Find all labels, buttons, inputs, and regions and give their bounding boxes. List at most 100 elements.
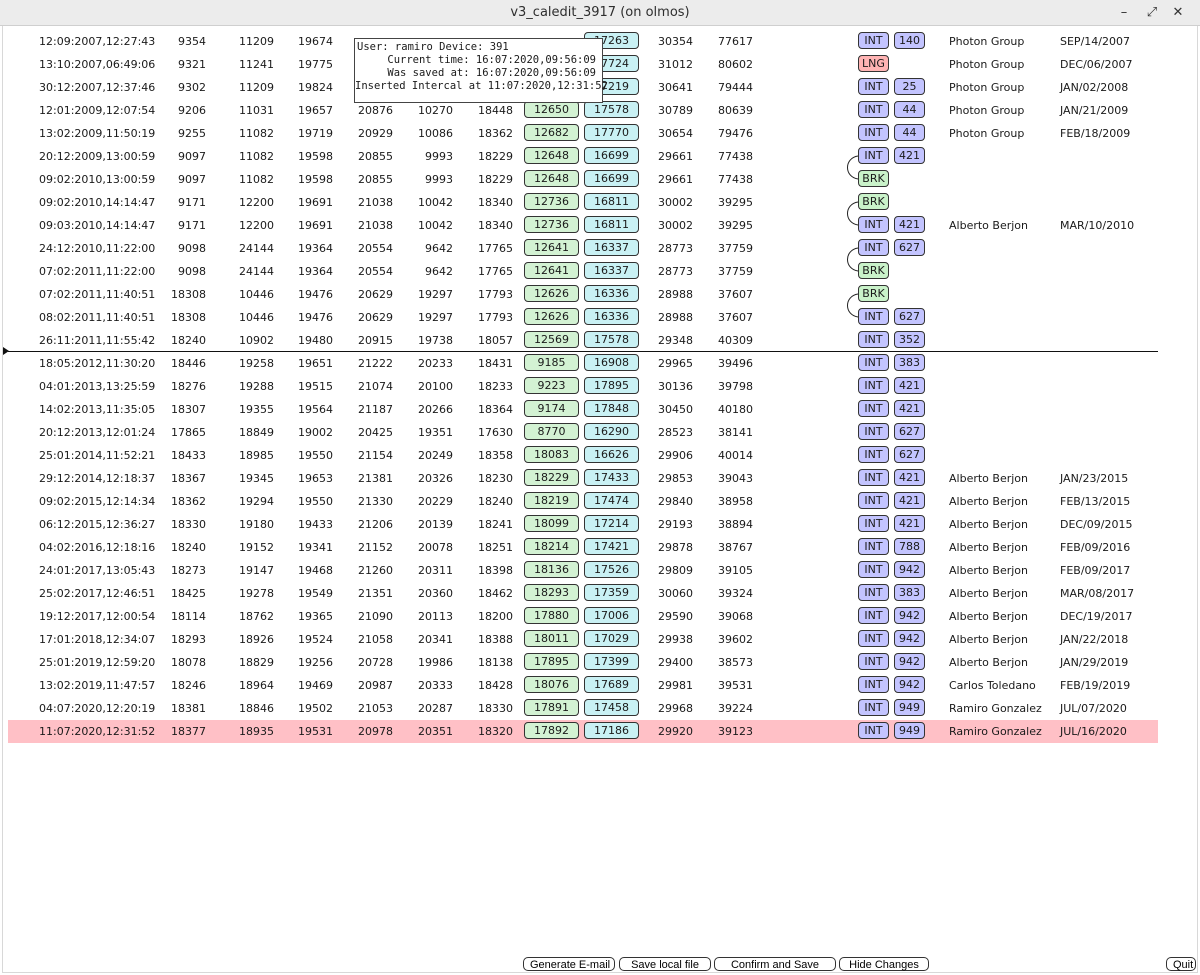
table-row[interactable]: 20:12:2009,13:00:59 9097 11082 19598 20855 99… [8,145,1158,168]
row-type-tag[interactable]: INT [858,699,889,716]
row-type-tag[interactable]: INT [858,377,889,394]
table-row[interactable]: 12:09:2007,12:27:43 9354 11209 19674 30354 77… [8,30,1158,53]
row-type-tag[interactable]: INT [858,216,889,233]
table-row[interactable]: 13:02:2019,11:47:57 18246 18964 19469 20987 2… [8,674,1158,697]
row-cyan-cell: 17526 [584,561,639,578]
table-row[interactable]: 20:12:2013,12:01:24 17865 18849 19002 20425 1… [8,421,1158,444]
row-value-e: 9993 [425,150,453,163]
row-value-f: 17793 [478,311,513,324]
table-row[interactable]: 18:05:2012,11:30:20 18446 19258 19651 21222 2… [8,352,1158,375]
row-type-tag[interactable]: INT [858,423,889,440]
table-row[interactable]: 04:07:2020,12:20:19 18381 18846 19502 21053 2… [8,697,1158,720]
row-type-tag[interactable]: INT [858,101,889,118]
table-row[interactable]: 09:02:2010,13:00:59 9097 11082 19598 20855 99… [8,168,1158,191]
table-row[interactable]: 24:01:2017,13:05:43 18273 19147 19468 21260 2… [8,559,1158,582]
row-type-tag[interactable]: INT [858,147,889,164]
row-value-f: 17630 [478,426,513,439]
table-row[interactable]: 13:10:2007,06:49:06 9321 11241 19775 31012 80… [8,53,1158,76]
row-user: Ramiro Gonzalez [949,725,1042,738]
row-value-j: 37607 [718,288,753,301]
close-icon[interactable]: ✕ [1172,5,1184,20]
row-type-tag[interactable]: BRK [858,193,889,210]
row-type-tag[interactable]: INT [858,446,889,463]
table-row[interactable]: 26:11:2011,11:55:42 18240 10902 19480 20915 1… [8,329,1158,352]
row-type-tag[interactable]: INT [858,584,889,601]
row-type-tag[interactable]: BRK [858,170,889,187]
table-row[interactable]: 04:02:2016,12:18:16 18240 19152 19341 21152 2… [8,536,1158,559]
row-type-tag[interactable]: INT [858,32,889,49]
maximize-icon[interactable]: ⤢ [1146,5,1158,20]
table-row[interactable]: 25:01:2019,12:59:20 18078 18829 19256 20728 1… [8,651,1158,674]
hide-changes-button[interactable]: Hide Changes [839,957,929,971]
table-row[interactable]: 06:12:2015,12:36:27 18330 19180 19433 21206 2… [8,513,1158,536]
row-value-j: 79444 [718,81,753,94]
row-type-tag[interactable]: INT [858,676,889,693]
row-type-tag[interactable]: BRK [858,262,889,279]
row-value-b: 24144 [239,265,274,278]
row-type-tag[interactable]: INT [858,400,889,417]
row-value-c: 19564 [298,403,333,416]
table-row[interactable]: 07:02:2011,11:22:00 9098 24144 19364 20554 96… [8,260,1158,283]
row-cyan-cell: 17214 [584,515,639,532]
table-row[interactable]: 25:01:2014,11:52:21 18433 18985 19550 21154 2… [8,444,1158,467]
row-type-tag[interactable]: INT [858,331,889,348]
row-cyan-cell: 17458 [584,699,639,716]
row-value-e: 9993 [425,173,453,186]
row-value-j: 40309 [718,334,753,347]
row-value-d: 21154 [358,449,393,462]
row-type-tag[interactable]: BRK [858,285,889,302]
table-row[interactable]: 14:02:2013,11:35:05 18307 19355 19564 21187 2… [8,398,1158,421]
table-row[interactable]: 09:03:2010,14:14:47 9171 12200 19691 21038 10… [8,214,1158,237]
table-row[interactable]: 09:02:2010,14:14:47 9171 12200 19691 21038 10… [8,191,1158,214]
table-row[interactable]: 09:02:2015,12:14:34 18362 19294 19550 21330 2… [8,490,1158,513]
table-row[interactable]: 24:12:2010,11:22:00 9098 24144 19364 20554 96… [8,237,1158,260]
minimize-icon[interactable]: – [1120,5,1128,20]
table-row[interactable]: 17:01:2018,12:34:07 18293 18926 19524 21058 2… [8,628,1158,651]
row-type-tag[interactable]: INT [858,630,889,647]
confirm-and-save-button[interactable]: Confirm and Save [714,957,836,971]
table-row[interactable]: 08:02:2011,11:40:51 18308 10446 19476 20629 1… [8,306,1158,329]
row-value-a: 18114 [171,610,206,623]
row-type-tag[interactable]: INT [858,653,889,670]
row-cyan-cell: 16336 [584,308,639,325]
row-timestamp: 18:05:2012,11:30:20 [39,357,156,370]
row-type-tag[interactable]: INT [858,78,889,95]
row-green-cell: 18099 [524,515,579,532]
row-value-i: 29661 [658,173,693,186]
row-value-f: 18240 [478,495,513,508]
row-value-f: 18233 [478,380,513,393]
row-user: Carlos Toledano [949,679,1036,692]
table-row[interactable]: 25:02:2017,12:46:51 18425 19278 19549 21351 2… [8,582,1158,605]
row-type-tag[interactable]: INT [858,492,889,509]
row-type-tag[interactable]: INT [858,354,889,371]
row-type-tag[interactable]: INT [858,538,889,555]
row-type-tag[interactable]: INT [858,469,889,486]
save-local-file-button[interactable]: Save local file [619,957,711,971]
row-green-cell: 17892 [524,722,579,739]
table-row[interactable]: 13:02:2009,11:50:19 9255 11082 19719 20929 10… [8,122,1158,145]
generate-email-button[interactable]: Generate E-mail [523,957,615,971]
row-type-tag[interactable]: LNG [858,55,889,72]
table-row[interactable]: 04:01:2013,13:25:59 18276 19288 19515 21074 2… [8,375,1158,398]
row-value-d: 21058 [358,633,393,646]
row-type-tag[interactable]: INT [858,561,889,578]
row-value-j: 37759 [718,242,753,255]
row-value-i: 30789 [658,104,693,117]
row-type-tag[interactable]: INT [858,124,889,141]
table-row[interactable]: 07:02:2011,11:40:51 18308 10446 19476 20629 1… [8,283,1158,306]
table-row[interactable]: 29:12:2014,12:18:37 18367 19345 19653 21381 2… [8,467,1158,490]
row-device-tag: 421 [894,377,925,394]
row-value-d: 20728 [358,656,393,669]
row-value-i: 29193 [658,518,693,531]
table-row[interactable]: 19:12:2017,12:00:54 18114 18762 19365 21090 2… [8,605,1158,628]
row-type-tag[interactable]: INT [858,722,889,739]
table-row[interactable]: 11:07:2020,12:31:52 18377 18935 19531 20978 2… [8,720,1158,743]
row-type-tag[interactable]: INT [858,607,889,624]
row-type-tag[interactable]: INT [858,308,889,325]
row-type-tag[interactable]: INT [858,515,889,532]
row-value-c: 19476 [298,311,333,324]
quit-button[interactable]: Quit [1166,957,1196,971]
row-type-tag[interactable]: INT [858,239,889,256]
row-value-e: 20326 [418,472,453,485]
row-value-j: 77438 [718,173,753,186]
